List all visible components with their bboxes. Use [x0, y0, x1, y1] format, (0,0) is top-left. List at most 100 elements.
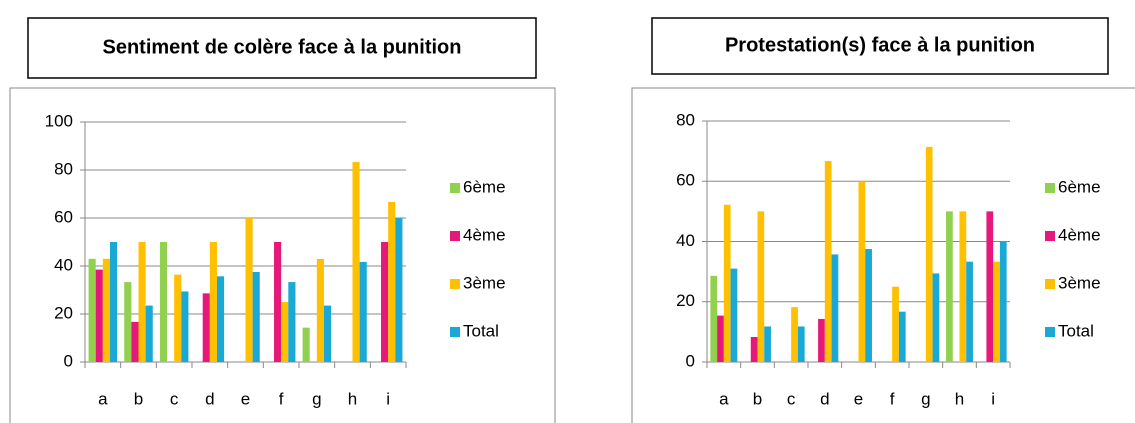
bar: [757, 211, 765, 362]
bar: [138, 242, 146, 362]
chart-frame: [631, 87, 1135, 423]
x-tick-label: d: [820, 389, 829, 408]
bar: [710, 275, 718, 362]
x-tick-label: b: [753, 389, 762, 408]
y-tick-label: 100: [45, 111, 73, 130]
legend-label: 6ème: [1058, 177, 1101, 196]
bar: [88, 258, 96, 362]
bar: [245, 218, 253, 362]
chart-frame: [9, 87, 556, 423]
bar: [388, 201, 396, 362]
bar: [159, 242, 168, 362]
x-tick-label: g: [921, 389, 930, 408]
bar: [381, 242, 389, 362]
bar: [818, 318, 825, 362]
bar: [395, 218, 403, 362]
bar: [95, 269, 103, 362]
bar: [791, 307, 798, 362]
x-tick-label: a: [98, 389, 108, 408]
bar: [302, 327, 310, 362]
bar: [352, 162, 360, 362]
bar: [764, 326, 771, 362]
bar: [145, 305, 153, 362]
legend-label: Total: [1058, 321, 1094, 340]
bar: [959, 211, 967, 362]
bar: [932, 273, 940, 362]
legend-swatch: [1045, 279, 1055, 289]
bar: [986, 211, 994, 362]
x-tick-label: f: [279, 389, 284, 408]
x-tick-label: h: [348, 389, 357, 408]
bar: [865, 249, 872, 362]
x-tick-label: a: [719, 389, 729, 408]
bar: [131, 321, 139, 362]
x-tick-label: g: [312, 389, 321, 408]
x-tick-label: e: [854, 389, 863, 408]
x-tick-label: c: [170, 389, 179, 408]
bar: [252, 272, 260, 362]
bar: [831, 254, 839, 362]
x-tick-label: d: [205, 389, 214, 408]
legend-label: 6ème: [463, 177, 506, 196]
bar: [209, 242, 217, 362]
y-tick-label: 40: [676, 231, 695, 250]
legend-label: 3ème: [463, 273, 506, 292]
bar: [966, 261, 973, 362]
legend-swatch: [450, 327, 460, 337]
y-tick-label: 80: [676, 110, 695, 129]
x-tick-label: f: [890, 389, 895, 408]
legend-swatch: [1045, 183, 1055, 193]
y-tick-label: 60: [676, 171, 695, 190]
y-tick-label: 20: [54, 303, 73, 322]
bar: [999, 241, 1007, 362]
chart-title: Protestation(s) face à la punition: [725, 34, 1035, 56]
bar: [797, 326, 805, 362]
bar: [750, 336, 758, 362]
legend-swatch: [1045, 231, 1055, 241]
bar: [174, 274, 182, 362]
bar: [281, 302, 289, 362]
x-tick-label: e: [241, 389, 250, 408]
bar: [892, 286, 899, 362]
bar: [946, 211, 953, 362]
bar: [717, 315, 724, 362]
legend-swatch: [450, 231, 460, 241]
bar: [359, 261, 367, 362]
y-tick-label: 0: [64, 351, 73, 370]
bar: [898, 311, 906, 362]
legend-label: 4ème: [1058, 225, 1101, 244]
x-tick-label: i: [386, 389, 390, 408]
legend-swatch: [450, 183, 460, 193]
bar: [723, 204, 731, 362]
bar: [323, 305, 332, 362]
x-tick-label: h: [955, 389, 964, 408]
bar: [181, 291, 189, 362]
chart-title: Sentiment de colère face à la punition: [103, 36, 462, 58]
legend-swatch: [450, 279, 460, 289]
x-tick-label: i: [991, 389, 995, 408]
bar: [102, 258, 110, 362]
y-tick-label: 0: [686, 351, 695, 370]
legend-label: 4ème: [463, 225, 506, 244]
title-box: [27, 17, 537, 79]
bar: [288, 282, 296, 362]
legend-label: Total: [463, 321, 499, 340]
legend-label: 3ème: [1058, 273, 1101, 292]
x-tick-label: c: [787, 389, 796, 408]
bar: [202, 293, 210, 362]
y-tick-label: 20: [676, 291, 695, 310]
y-tick-label: 80: [54, 159, 73, 178]
y-tick-label: 60: [54, 207, 73, 226]
bar: [730, 268, 738, 362]
y-tick-label: 40: [54, 255, 73, 274]
legend-swatch: [1045, 327, 1055, 337]
bar: [993, 261, 1000, 362]
bar: [925, 146, 933, 362]
bar: [124, 282, 132, 362]
bar: [824, 161, 832, 362]
x-tick-label: b: [134, 389, 143, 408]
bar: [316, 259, 324, 362]
bar: [274, 242, 282, 362]
